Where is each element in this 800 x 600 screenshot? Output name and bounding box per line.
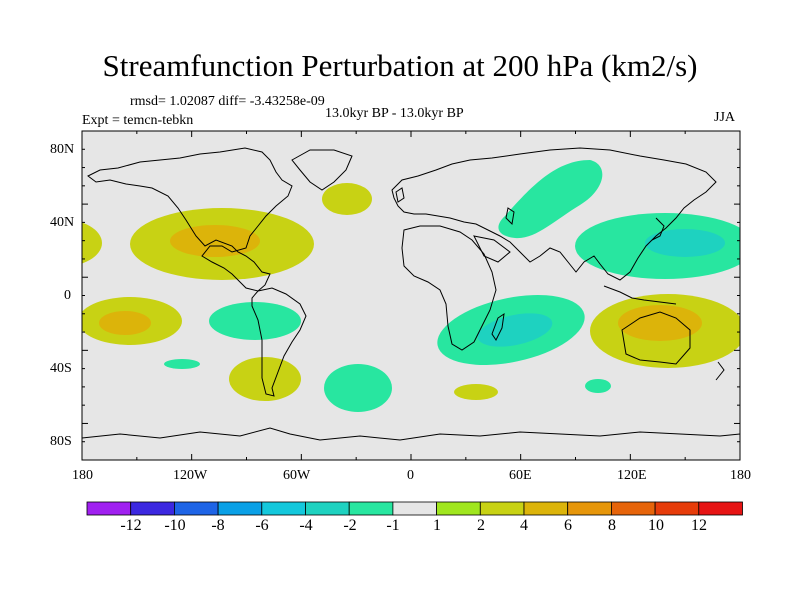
coast-new-zealand bbox=[715, 361, 725, 381]
colorbar-label: 8 bbox=[608, 517, 616, 534]
coast-eurasia bbox=[391, 147, 717, 281]
coast-arabia bbox=[473, 235, 511, 263]
colorbar-label: 4 bbox=[520, 517, 528, 534]
lon-label-60e: 60E bbox=[509, 468, 532, 483]
lat-label-40s: 40S bbox=[50, 361, 72, 376]
anomaly-east-asia-west-pacific-core bbox=[645, 229, 725, 257]
anomaly-southeast-pacific-small bbox=[164, 359, 200, 369]
colorbar-swatch bbox=[611, 501, 656, 516]
lat-label-40n: 40N bbox=[50, 215, 75, 230]
colorbar-label: -1 bbox=[386, 517, 400, 534]
coast-madagascar bbox=[491, 312, 505, 341]
colorbar-swatch bbox=[173, 501, 219, 516]
anomaly-layer bbox=[82, 160, 740, 412]
colorbar-swatch bbox=[392, 501, 437, 516]
period-label: 13.0kyr BP - 13.0kyr BP bbox=[325, 106, 464, 121]
colorbar-swatch bbox=[567, 501, 612, 516]
map-background bbox=[82, 131, 740, 460]
colorbar-swatch bbox=[348, 501, 394, 516]
coastlines bbox=[82, 147, 740, 441]
colorbar-swatch bbox=[436, 501, 481, 516]
colorbar-label: -8 bbox=[211, 517, 225, 534]
lon-label-180e: 180 bbox=[730, 468, 751, 483]
lon-label-120e: 120E bbox=[617, 468, 647, 483]
colorbar-swatch bbox=[654, 501, 700, 516]
coast-greenland bbox=[291, 149, 353, 191]
anomaly-south-indian-ocean-small bbox=[585, 379, 611, 393]
colorbar-label: -4 bbox=[299, 517, 313, 534]
axis-ticks bbox=[81, 130, 741, 461]
season-label: JJA bbox=[714, 110, 736, 125]
stats-text: rmsd= 1.02087 diff= -3.43258e-09 bbox=[130, 94, 325, 109]
coast-uk bbox=[395, 187, 405, 203]
anomaly-north-atlantic bbox=[322, 183, 372, 215]
coast-indonesia bbox=[603, 285, 677, 305]
lon-label-120w: 120W bbox=[173, 468, 208, 483]
colorbar bbox=[86, 501, 743, 516]
coast-antarctica bbox=[82, 427, 740, 441]
anomaly-tropical-south-pacific-core bbox=[99, 311, 151, 335]
anomaly-south-atlantic-east bbox=[324, 364, 392, 412]
colorbar-swatch bbox=[305, 501, 350, 516]
colorbar-label: 10 bbox=[648, 517, 664, 534]
colorbar-label: 1 bbox=[433, 517, 441, 534]
colorbar-swatch bbox=[86, 501, 132, 516]
anomaly-east-tropical-pacific bbox=[209, 302, 301, 340]
anomaly-australia-core bbox=[618, 305, 702, 341]
lat-label-80s: 80S bbox=[50, 434, 72, 449]
colorbar-label: 2 bbox=[477, 517, 485, 534]
colorbar-label: -10 bbox=[164, 517, 186, 534]
coast-australia bbox=[621, 311, 691, 365]
colorbar-label: 6 bbox=[564, 517, 572, 534]
colorbar-swatch bbox=[523, 501, 569, 516]
coast-caspian bbox=[505, 207, 515, 226]
anomaly-central-asia bbox=[498, 160, 603, 239]
anomaly-south-atlantic-west bbox=[229, 357, 301, 401]
lat-label-80n: 80N bbox=[50, 142, 75, 157]
colorbar-label: -12 bbox=[120, 517, 142, 534]
lon-label-0: 0 bbox=[407, 468, 414, 483]
anomaly-central-north-pacific bbox=[82, 222, 102, 264]
chart-title: Streamfunction Perturbation at 200 hPa (… bbox=[102, 48, 698, 83]
colorbar-swatch bbox=[479, 501, 525, 516]
colorbar-swatch bbox=[217, 501, 263, 516]
experiment-label: Expt = temcn-tebkn bbox=[82, 113, 194, 128]
colorbar-swatch bbox=[261, 501, 306, 516]
coast-africa bbox=[401, 225, 497, 351]
lat-label-eq: 0 bbox=[64, 288, 71, 303]
lon-label-60w: 60W bbox=[283, 468, 311, 483]
colorbar-label: -2 bbox=[343, 517, 357, 534]
colorbar-label: -6 bbox=[255, 517, 269, 534]
coast-japan bbox=[651, 217, 665, 241]
coast-north-america bbox=[87, 147, 293, 292]
lon-label-180w: 180 bbox=[72, 468, 93, 483]
colorbar-label: 12 bbox=[691, 517, 707, 534]
coast-south-america bbox=[251, 287, 307, 397]
colorbar-swatch bbox=[130, 501, 175, 516]
anomaly-southern-ocean-small bbox=[454, 384, 498, 400]
colorbar-swatch bbox=[698, 501, 743, 516]
